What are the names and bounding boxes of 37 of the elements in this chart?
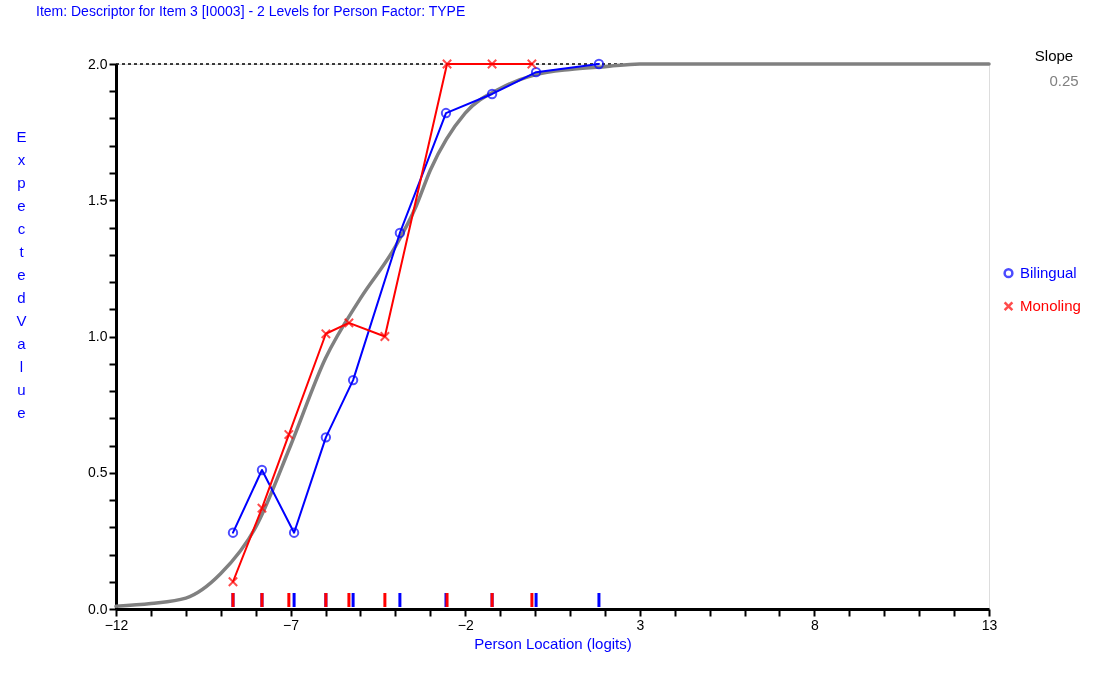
point <box>283 429 295 440</box>
x-tick-label: −12 <box>104 616 129 633</box>
point <box>320 432 332 443</box>
point <box>288 527 300 538</box>
point <box>347 374 359 386</box>
legend-label: Bilingual <box>1020 264 1077 282</box>
x-tick-label: −7 <box>283 616 300 633</box>
point <box>486 88 498 100</box>
y-tick-label: 0.0 <box>88 600 108 617</box>
point <box>486 58 498 70</box>
x-tick-label: −2 <box>457 616 474 633</box>
text: Slope <box>1034 47 1074 64</box>
x-tick-label: 8 <box>811 616 819 633</box>
point <box>256 464 268 476</box>
legend-label: Monoling <box>1020 297 1081 315</box>
y-tick-label: 1.0 <box>88 328 108 344</box>
point <box>530 67 542 78</box>
point <box>256 502 268 514</box>
point <box>227 576 239 587</box>
point <box>320 328 332 339</box>
point <box>343 317 355 329</box>
point <box>379 331 391 342</box>
point <box>441 58 453 70</box>
y-tick-label: 1.5 <box>88 191 108 208</box>
point <box>593 58 605 70</box>
chart-title: Item: Descriptor for Item 3 [I0003] - 2 Levels for Person Factor: TYPE <box>36 3 466 19</box>
point <box>440 107 452 119</box>
text: Expected Value <box>16 128 27 421</box>
x-axis-title: Person Location (logits) <box>474 634 632 652</box>
y-tick-label: 2.0 <box>88 55 108 72</box>
point <box>394 227 406 239</box>
x-tick-label: 3 <box>636 616 645 633</box>
x-tick-label: 13 <box>981 616 998 633</box>
point <box>526 58 538 70</box>
text: 0.25 <box>1049 72 1079 89</box>
point <box>227 527 239 538</box>
y-tick-label: 0.5 <box>88 464 108 481</box>
